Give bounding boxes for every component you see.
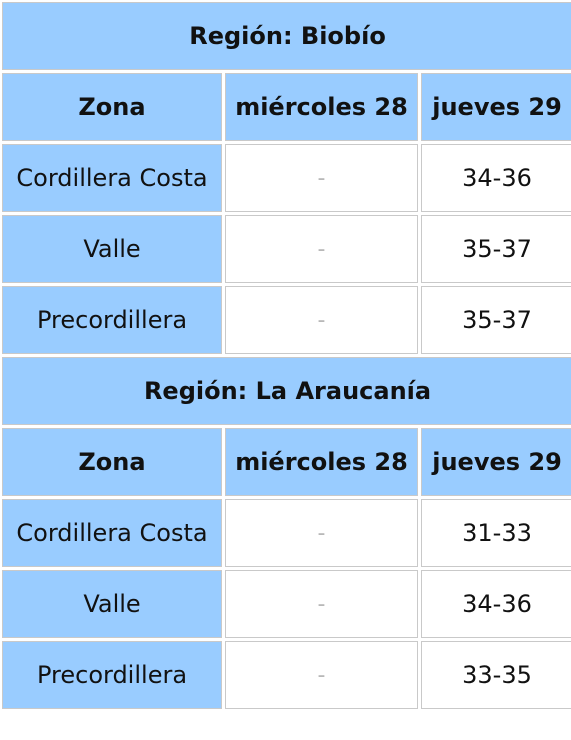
miercoles-value: - bbox=[225, 641, 418, 709]
miercoles-value: - bbox=[225, 144, 418, 212]
table-row: Valle - 35-37 bbox=[2, 215, 571, 283]
miercoles-value: - bbox=[225, 570, 418, 638]
header-jueves: jueves 29 bbox=[421, 428, 571, 496]
jueves-value: 34-36 bbox=[421, 570, 571, 638]
table-row: Valle - 34-36 bbox=[2, 570, 571, 638]
region-title-row: Región: La Araucanía bbox=[2, 357, 571, 425]
jueves-value: 34-36 bbox=[421, 144, 571, 212]
region-title: Región: Biobío bbox=[2, 2, 571, 70]
zone-name: Precordillera bbox=[2, 286, 222, 354]
jueves-value: 31-33 bbox=[421, 499, 571, 567]
zone-name: Cordillera Costa bbox=[2, 144, 222, 212]
zone-name: Valle bbox=[2, 215, 222, 283]
region-title-row: Región: Biobío bbox=[2, 2, 571, 70]
header-zona: Zona bbox=[2, 428, 222, 496]
jueves-value: 33-35 bbox=[421, 641, 571, 709]
header-miercoles: miércoles 28 bbox=[225, 428, 418, 496]
miercoles-value: - bbox=[225, 286, 418, 354]
table-row: Precordillera - 33-35 bbox=[2, 641, 571, 709]
temperature-table: Región: Biobío Zona miércoles 28 jueves … bbox=[2, 2, 571, 709]
header-miercoles: miércoles 28 bbox=[225, 73, 418, 141]
jueves-value: 35-37 bbox=[421, 215, 571, 283]
region-title: Región: La Araucanía bbox=[2, 357, 571, 425]
table-row: Cordillera Costa - 31-33 bbox=[2, 499, 571, 567]
jueves-value: 35-37 bbox=[421, 286, 571, 354]
header-zona: Zona bbox=[2, 73, 222, 141]
zone-name: Valle bbox=[2, 570, 222, 638]
zone-name: Cordillera Costa bbox=[2, 499, 222, 567]
miercoles-value: - bbox=[225, 215, 418, 283]
column-header-row: Zona miércoles 28 jueves 29 bbox=[2, 428, 571, 496]
header-jueves: jueves 29 bbox=[421, 73, 571, 141]
table-row: Cordillera Costa - 34-36 bbox=[2, 144, 571, 212]
column-header-row: Zona miércoles 28 jueves 29 bbox=[2, 73, 571, 141]
zone-name: Precordillera bbox=[2, 641, 222, 709]
miercoles-value: - bbox=[225, 499, 418, 567]
table-row: Precordillera - 35-37 bbox=[2, 286, 571, 354]
